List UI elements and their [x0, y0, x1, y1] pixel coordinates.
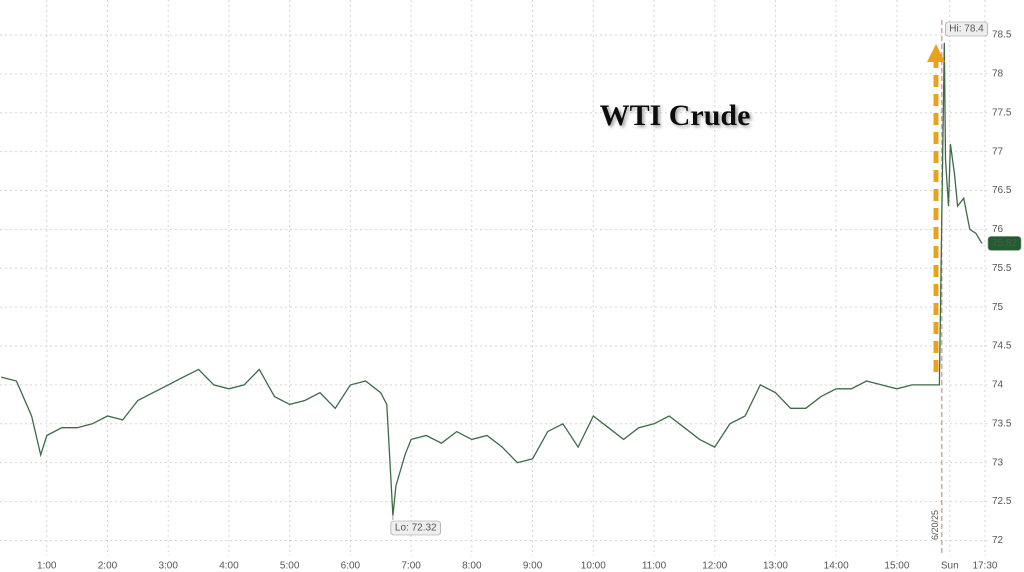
last-label-box: [987, 236, 1022, 251]
lo-label: Lo: 72.32: [390, 520, 441, 536]
last-label-text: 75.82: [992, 238, 1017, 249]
lo-label-box: [390, 520, 441, 536]
y-tick-label: 72.5: [992, 496, 1012, 507]
last-label: 75.82: [987, 236, 1022, 251]
hi-label-box: [944, 21, 989, 37]
y-tick-label: 74: [992, 380, 1004, 391]
x-tick-label: 4:00: [219, 561, 239, 572]
x-tick-label: 9:00: [523, 561, 543, 572]
x-tick-label: Sun: [941, 561, 959, 572]
x-tick-label: 8:00: [462, 561, 482, 572]
price-line: [1, 42, 983, 516]
y-tick-label: 77.5: [992, 107, 1012, 118]
x-tick-label: 2:00: [98, 561, 118, 572]
hi-label-text: Hi: 78.4: [949, 24, 984, 35]
y-tick-label: 75: [992, 302, 1004, 313]
y-tick-label: 77: [992, 146, 1004, 157]
x-tick-label: 7:00: [401, 561, 421, 572]
y-tick-label: 73: [992, 457, 1004, 468]
x-tick-label: 14:00: [824, 561, 849, 572]
x-tick-label: 11:00: [642, 561, 667, 572]
y-tick-label: 75.5: [992, 263, 1012, 274]
x-tick-label: 17:30: [972, 561, 997, 572]
y-tick-label: 72: [992, 535, 1004, 546]
y-tick-label: 73.5: [992, 418, 1012, 429]
grid: [0, 0, 988, 556]
x-tick-label: 10:00: [581, 561, 606, 572]
y-tick-label: 78: [992, 69, 1004, 80]
x-tick-label: 5:00: [280, 561, 300, 572]
x-tick-label: 3:00: [158, 561, 178, 572]
y-tick-label: 78.5: [992, 30, 1012, 41]
x-tick-label: 1:00: [37, 561, 57, 572]
x-tick-label: 6:00: [341, 561, 361, 572]
y-tick-label: 76.5: [992, 185, 1012, 196]
lo-label-text: Lo: 72.32: [395, 523, 437, 534]
x-tick-label: 13:00: [763, 561, 788, 572]
x-tick-label: 12:00: [702, 561, 727, 572]
arrow: [927, 44, 945, 372]
y-tick-label: 74.5: [992, 341, 1012, 352]
y-tick-label: 76: [992, 224, 1004, 235]
chart-title: WTI Crude: [600, 99, 751, 132]
hi-label: Hi: 78.4: [944, 21, 989, 37]
marks: [1, 42, 983, 516]
labels: 72 72.5 73 73.5 74 74.5 75 75.5 76 76.5 77 77.5 78 78…: [37, 21, 1022, 572]
date-label: 6/20/25: [930, 510, 940, 540]
x-tick-label: 15:00: [884, 561, 909, 572]
